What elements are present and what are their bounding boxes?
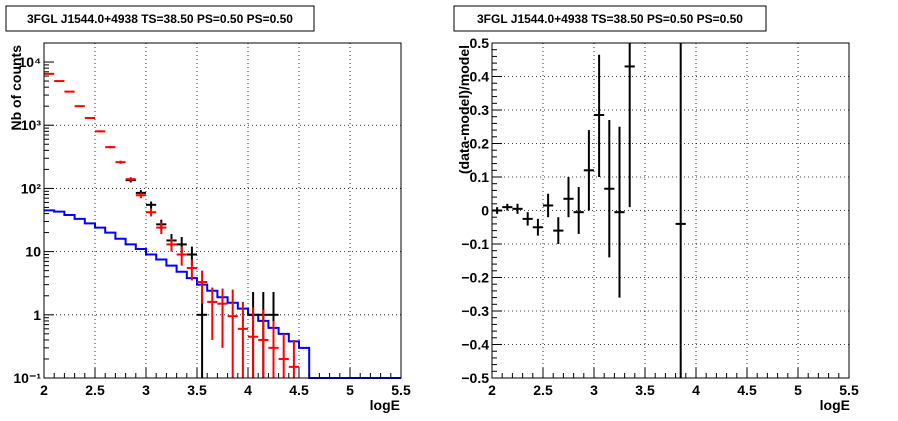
counts-title-box	[5, 5, 315, 32]
residuals-y-tick-label: 0.2	[470, 136, 490, 152]
residuals-series-0-point	[624, 43, 635, 208]
counts-series-2-point	[95, 130, 106, 133]
counts-series-2-point	[115, 160, 126, 164]
residuals-y-tick-label: −0.1	[461, 236, 489, 252]
counts-title: 3FGL J1544.0+4938 TS=38.50 PS=0.50 PS=0.…	[27, 12, 293, 26]
counts-series-2-point	[156, 222, 167, 234]
counts-series-2-point	[135, 192, 146, 199]
counts-series-2-point	[237, 301, 248, 378]
counts-x-tick-label: 5.5	[391, 382, 411, 398]
residuals-y-tick-label: 0.1	[470, 169, 490, 185]
counts-series-2-point	[248, 307, 259, 378]
counts-series-2-point	[125, 177, 136, 182]
counts-x-tick-label: 3.5	[187, 382, 207, 398]
residuals-x-tick-label: 2	[488, 382, 496, 398]
residuals-x-tick-label: 3.5	[635, 382, 655, 398]
counts-y-tick-label: 10⁻¹	[13, 370, 41, 386]
residuals-series-0-point	[543, 193, 554, 218]
counts-x-tick-label: 4	[244, 382, 252, 398]
residuals-x-tick-label: 4	[692, 382, 700, 398]
counts-series-2-point	[105, 145, 116, 149]
residuals-series-0-point	[614, 126, 625, 298]
residuals-x-tick-label: 5	[794, 382, 802, 398]
counts-y-tick-label: 10²	[21, 180, 42, 196]
counts-series-2-point	[64, 90, 75, 93]
residuals-series-0-point	[604, 120, 615, 258]
counts-y-tick-label: 10³	[21, 117, 42, 133]
counts-series-1-point	[197, 291, 208, 378]
counts-series-2-point	[217, 288, 228, 348]
counts-ticks: 2 2.5 3 3.5 4 4.5 5 5.5 10⁻¹ 1 10 10² 10³ 10⁴	[13, 42, 411, 398]
residuals-x-tick-label: 3	[590, 382, 598, 398]
residuals-y-tick-label: −0.3	[461, 303, 489, 319]
residuals-series-0-point	[573, 187, 584, 234]
counts-x-tick-label: 4.5	[289, 382, 309, 398]
counts-x-axis-label: logE	[370, 397, 400, 413]
residuals-ticks: 2 2.5 3 3.5 4 4.5 5 5.5 −0.5 −0.4 −0.3 −0.2 −0.1 0 0.1…	[461, 35, 859, 398]
residuals-series-0-point	[522, 212, 533, 226]
residuals-x-tick-label: 2.5	[533, 382, 553, 398]
counts-series-2-point	[207, 287, 218, 340]
counts-y-axis-label: Nb of counts	[8, 45, 24, 131]
counts-series-2-point	[258, 309, 269, 378]
counts-x-tick-label: 2.5	[85, 382, 105, 398]
counts-x-tick-label: 5	[346, 382, 354, 398]
residuals-series-0-point	[502, 203, 513, 211]
residuals-y-tick-label: 0.4	[470, 69, 490, 85]
residuals-y-tick-label: 0	[481, 203, 489, 219]
counts-series-2-point	[54, 80, 65, 83]
residuals-y-tick-label: −0.4	[461, 337, 489, 353]
counts-series-2-point	[268, 320, 279, 378]
residuals-title-box	[453, 5, 767, 32]
residuals-series-0-point	[553, 217, 564, 244]
residuals-series-0-point	[563, 177, 574, 218]
residuals-y-tick-label: −0.2	[461, 270, 489, 286]
counts-x-tick-label: 3	[142, 382, 150, 398]
counts-series-2-point	[166, 238, 177, 252]
counts-series-1-point	[146, 201, 157, 209]
residuals-series-0-point	[583, 130, 594, 211]
counts-series-2-point	[146, 208, 157, 217]
residuals-panel: 2 2.5 3 3.5 4 4.5 5 5.5 −0.5 −0.4 −0.3 −0.2 −0.1 0 0.1…	[453, 5, 859, 413]
residuals-marks	[492, 43, 686, 378]
residuals-series-0-point	[532, 218, 543, 236]
residuals-y-tick-label: 0.3	[470, 102, 490, 118]
counts-series-2-point	[227, 289, 238, 378]
residuals-series-0-point	[512, 203, 523, 214]
counts-panel: 2 2.5 3 3.5 4 4.5 5 5.5 10⁻¹ 1 10 10² 10³ 10⁴ 3FGL J1…	[5, 5, 411, 413]
counts-series-2-point	[44, 72, 55, 75]
residuals-x-tick-label: 4.5	[737, 382, 757, 398]
counts-y-tick-label: 10	[25, 244, 41, 260]
counts-y-tick-label: 10⁴	[19, 54, 42, 70]
counts-series-2-point	[176, 246, 187, 266]
residuals-title: 3FGL J1544.0+4938 TS=38.50 PS=0.50 PS=0.…	[477, 12, 743, 26]
residuals-y-tick-label: 0.5	[470, 35, 490, 51]
residuals-y-tick-label: −0.5	[461, 370, 489, 386]
residuals-series-0-point	[594, 54, 605, 177]
counts-series-2-point	[278, 333, 289, 378]
counts-series-2-point	[84, 117, 95, 120]
residuals-x-tick-label: 5.5	[839, 382, 859, 398]
counts-series-2-point	[74, 105, 85, 108]
residuals-y-axis-label: (data-model)/model	[456, 45, 472, 174]
counts-series-2-point	[186, 259, 197, 281]
counts-series-2-point	[197, 270, 208, 304]
counts-y-tick-label: 1	[33, 307, 41, 323]
residuals-x-axis-label: logE	[820, 397, 850, 413]
residuals-series-0-point	[675, 43, 686, 378]
counts-marks	[44, 72, 401, 379]
counts-x-tick-label: 2	[40, 382, 48, 398]
counts-series-2-point	[288, 339, 299, 378]
